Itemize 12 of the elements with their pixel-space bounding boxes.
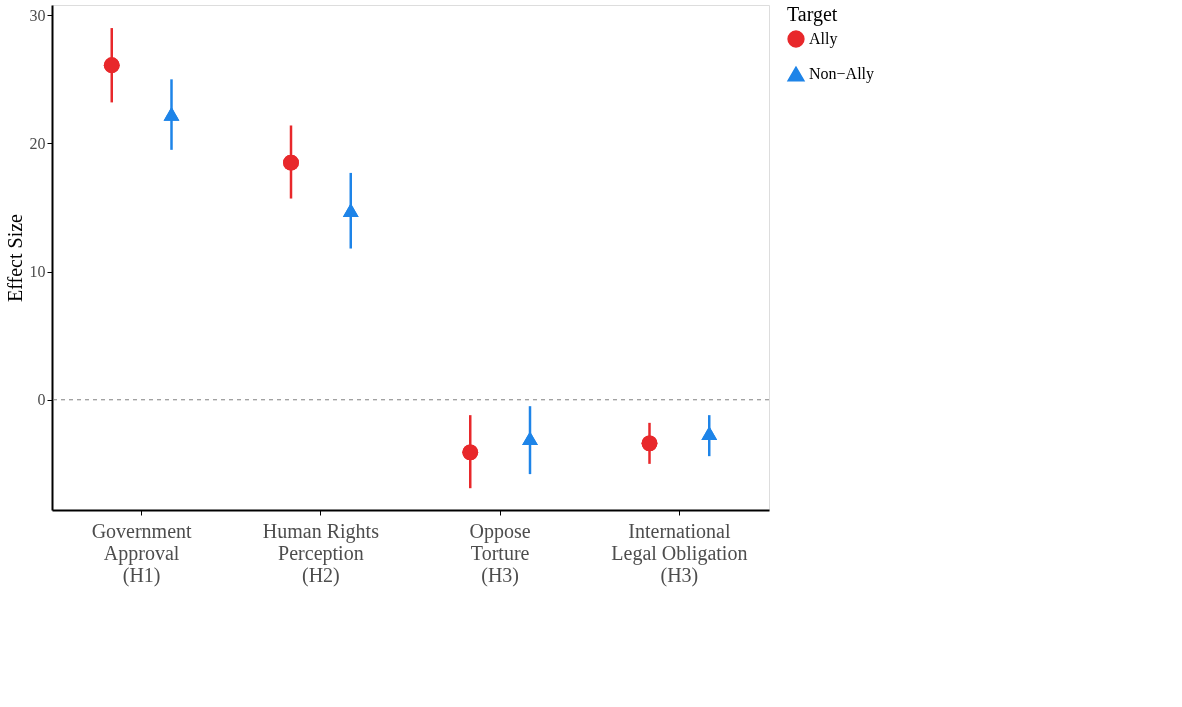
x-tick-label: International Legal Obligation (H3) [611,519,748,587]
y-tick-label: 30 [29,6,46,24]
x-tick-label: Human Rights Perception (H2) [262,519,380,587]
x-tick-label: Oppose Torture (H3) [469,519,531,587]
y-tick-label: 10 [29,263,46,281]
legend-label: Ally [809,30,838,48]
legend-label: Non−Ally [809,65,875,83]
y-tick-label: 20 [29,134,46,152]
legend-title: Target [787,3,838,26]
y-axis-title: Effect Size [3,213,26,302]
x-tick-label: Government Approval (H1) [91,519,193,587]
y-tick-label: 0 [37,391,46,409]
